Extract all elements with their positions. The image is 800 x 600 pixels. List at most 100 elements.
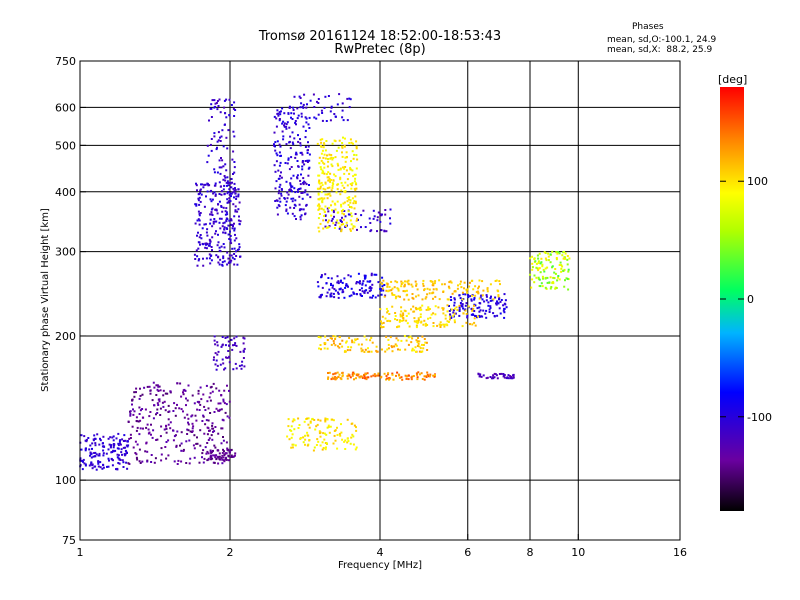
data-point: [479, 375, 482, 378]
data-point: [549, 261, 552, 264]
data-point: [391, 287, 394, 290]
data-point: [486, 287, 489, 290]
data-point: [439, 326, 442, 328]
data-point: [347, 210, 350, 213]
data-point: [329, 119, 332, 122]
data-point: [125, 461, 128, 464]
data-point: [163, 428, 166, 431]
data-point: [499, 283, 501, 286]
data-point: [319, 185, 322, 188]
data-point: [410, 378, 413, 381]
data-point: [209, 213, 212, 216]
data-point: [221, 261, 224, 264]
data-point: [447, 321, 450, 323]
data-point: [326, 442, 328, 445]
data-point: [332, 419, 335, 422]
data-point: [166, 392, 169, 395]
data-point: [212, 222, 215, 225]
data-point: [379, 288, 382, 290]
data-point: [218, 409, 221, 412]
data-point: [91, 463, 94, 466]
data-point: [206, 190, 209, 193]
data-point: [340, 431, 343, 434]
data-point: [467, 305, 470, 308]
data-point: [303, 420, 306, 423]
data-point: [370, 375, 373, 378]
data-point: [331, 286, 334, 289]
data-point: [327, 377, 329, 380]
data-point: [400, 280, 403, 283]
data-point: [169, 390, 172, 393]
data-point: [470, 313, 473, 316]
data-point: [204, 423, 207, 426]
data-point: [481, 298, 484, 301]
data-point: [89, 444, 92, 447]
data-point: [401, 378, 404, 381]
data-point: [325, 173, 328, 176]
data-point: [142, 427, 144, 430]
data-point: [202, 257, 204, 260]
data-point: [321, 286, 324, 289]
data-point: [324, 193, 327, 196]
data-point: [207, 407, 210, 410]
data-point: [546, 281, 549, 284]
data-point: [354, 182, 357, 185]
data-point: [120, 451, 123, 454]
data-point: [305, 203, 308, 206]
data-point: [299, 106, 302, 109]
data-point: [306, 152, 309, 154]
data-point: [475, 291, 478, 294]
data-point: [433, 374, 436, 376]
data-point: [429, 280, 432, 282]
data-point: [343, 440, 346, 443]
data-point: [423, 338, 426, 340]
data-point: [219, 227, 222, 230]
data-point: [331, 142, 334, 145]
data-point: [141, 460, 144, 463]
data-point: [421, 343, 423, 346]
data-point: [535, 266, 538, 269]
data-point: [299, 179, 302, 182]
data-point: [218, 200, 221, 203]
data-point: [380, 293, 383, 296]
data-point: [458, 294, 461, 297]
data-point: [388, 289, 391, 292]
data-point: [205, 384, 208, 387]
data-point: [188, 439, 191, 442]
data-point: [324, 182, 327, 185]
data-point: [156, 412, 159, 414]
data-point: [356, 373, 359, 376]
data-point: [144, 408, 147, 411]
data-point: [291, 420, 294, 423]
data-point: [308, 116, 311, 119]
data-point: [277, 112, 280, 115]
data-point: [371, 341, 374, 344]
data-point: [507, 374, 510, 377]
data-point: [469, 323, 471, 326]
data-point: [377, 281, 380, 284]
data-point: [321, 138, 324, 141]
data-point: [426, 373, 429, 376]
data-point: [390, 345, 393, 348]
data-point: [275, 117, 278, 120]
data-point: [395, 374, 397, 377]
data-point: [567, 268, 570, 271]
data-point: [351, 182, 354, 185]
data-point: [340, 223, 343, 226]
data-point: [386, 348, 389, 351]
data-point: [217, 233, 219, 236]
data-point: [385, 335, 388, 338]
data-point: [352, 371, 355, 374]
data-point: [537, 257, 540, 260]
data-point: [218, 98, 221, 101]
data-point: [242, 349, 245, 352]
data-point: [488, 311, 491, 313]
data-point: [202, 243, 205, 246]
data-point: [93, 465, 96, 468]
data-point: [404, 280, 406, 283]
data-point: [118, 440, 121, 443]
data-point: [403, 285, 406, 288]
data-point: [531, 255, 534, 258]
data-point: [330, 284, 332, 286]
data-point: [228, 356, 230, 359]
